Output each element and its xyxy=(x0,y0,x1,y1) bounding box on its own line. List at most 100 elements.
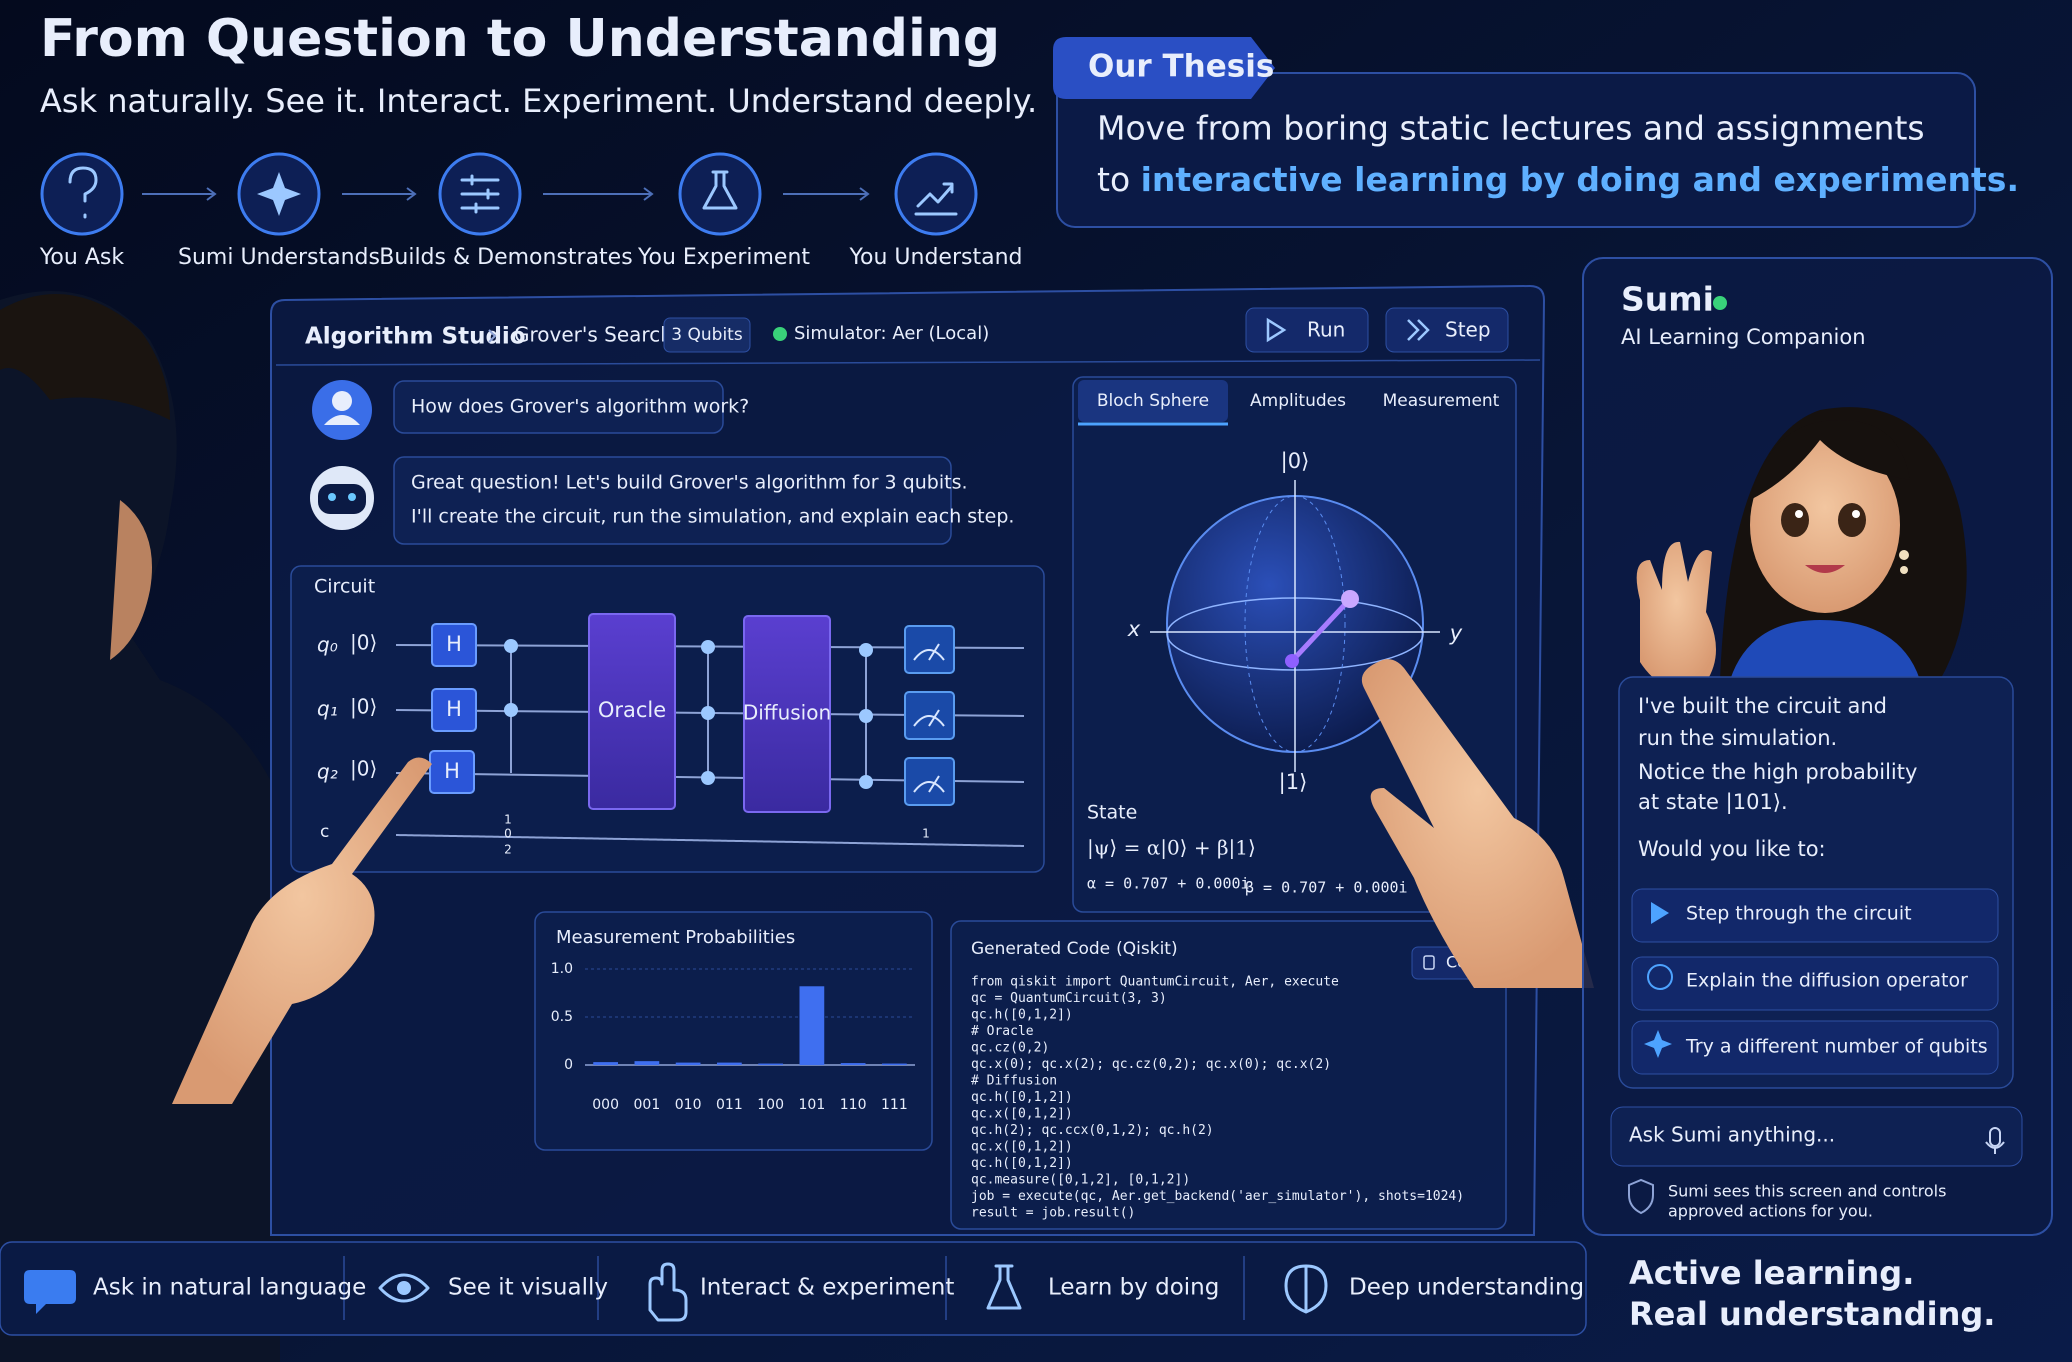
run-label[interactable]: Run xyxy=(1307,318,1345,342)
code-title-main: Generated Code xyxy=(971,939,1110,959)
option-label[interactable]: Explain the diffusion operator xyxy=(1686,970,1968,992)
code-title: Generated Code (Qiskit) xyxy=(971,939,1178,959)
qubit-state: |0⟩ xyxy=(350,631,377,655)
bloch-bottom: |1⟩ xyxy=(1279,770,1308,795)
c-mark: 1 xyxy=(922,827,930,841)
gate-label: H xyxy=(446,697,462,721)
flow-step: You Ask xyxy=(39,245,124,270)
studio-crumb: Grover's Search xyxy=(514,323,673,347)
circuit-title: Circuit xyxy=(314,576,375,598)
option-label[interactable]: Try a different number of qubits xyxy=(1685,1036,1988,1058)
thesis-line: Move from boring static lectures and ass… xyxy=(1097,109,1925,148)
x-tick-label: 011 xyxy=(716,1097,743,1113)
code-line: qc.x([0,1,2]) xyxy=(971,1140,1073,1155)
alpha: α = 0.707 + 0.000i xyxy=(1087,875,1250,893)
code-title-sub: (Qiskit) xyxy=(1116,939,1177,959)
beta: β = 0.707 + 0.000i xyxy=(1245,879,1408,897)
bar xyxy=(758,1063,783,1065)
y-tick-label: 0.5 xyxy=(551,1009,573,1025)
qubit-state: |0⟩ xyxy=(350,695,377,719)
gate-label: H xyxy=(444,759,460,783)
feature-bar: Ask in natural language See it visually … xyxy=(0,1241,1587,1336)
step-label[interactable]: Step xyxy=(1445,318,1491,342)
classical-label: c xyxy=(320,822,329,842)
sumi-message: at state |101⟩. xyxy=(1638,790,1788,815)
thesis-tag: Our Thesis xyxy=(1088,49,1274,85)
y-tick-label: 1.0 xyxy=(551,961,573,977)
chart-title: Measurement Probabilities xyxy=(556,927,795,948)
tab[interactable]: Measurement xyxy=(1383,391,1500,411)
qubit-name: q₁ xyxy=(317,697,338,721)
sumi-message: run the simulation. xyxy=(1638,726,1837,750)
x-tick-label: 100 xyxy=(757,1097,784,1113)
sumi-name: Sumi xyxy=(1621,280,1714,319)
bloch-y: y xyxy=(1449,621,1463,645)
option-label[interactable]: Step through the circuit xyxy=(1686,903,1912,925)
sumi-message: I've built the circuit and xyxy=(1638,694,1887,718)
sumi-avatar xyxy=(1636,407,1967,689)
code: from qiskit import QuantumCircuit, Aer, … xyxy=(971,975,1464,1221)
oracle-label: Oracle xyxy=(598,698,666,722)
sumi-message: Notice the high probability xyxy=(1638,760,1917,784)
x-tick-label: 000 xyxy=(592,1097,619,1113)
thesis: Our Thesis Move from boring static lectu… xyxy=(1053,37,2019,228)
x-tick-label: 110 xyxy=(840,1097,867,1113)
bar xyxy=(840,1063,866,1065)
bloch-sphere xyxy=(1150,480,1440,772)
c-mark: 2 xyxy=(504,843,512,857)
code-line: from qiskit import QuantumCircuit, Aer, … xyxy=(971,975,1339,990)
note: Sumi sees this screen and controls xyxy=(1668,1182,1946,1201)
tagline: Real understanding. xyxy=(1629,1295,1995,1333)
flow: You Ask Sumi Understands Builds & Demons… xyxy=(39,152,1023,270)
chart: 0 0.5 1.0 000 001 010 011 100 101 110 111 xyxy=(551,961,915,1113)
diffusion-label: Diffusion xyxy=(743,701,831,725)
online-dot xyxy=(1713,296,1727,310)
thesis-highlight: interactive learning by doing and experi… xyxy=(1141,160,2019,199)
bar xyxy=(634,1061,660,1065)
x-tick-label: 001 xyxy=(634,1097,661,1113)
option[interactable] xyxy=(1631,888,1999,943)
bot-message: Great question! Let's build Grover's alg… xyxy=(411,472,968,494)
qubit-name: q₂ xyxy=(317,760,338,784)
thesis-prefix: to xyxy=(1097,160,1141,199)
code-line: # Diffusion xyxy=(971,1074,1057,1089)
tab[interactable]: Amplitudes xyxy=(1250,391,1346,411)
y-tick-label: 0 xyxy=(564,1057,573,1073)
code-line: qc.x([0,1,2]) xyxy=(971,1107,1073,1122)
code-line: qc.x(0); qc.x(2); qc.cz(0,2); qc.x(0); q… xyxy=(971,1057,1331,1072)
code-line: qc.h([0,1,2]) xyxy=(971,1156,1073,1171)
code-line: result = job.result() xyxy=(971,1206,1135,1221)
studio-title: Algorithm Studio xyxy=(305,324,526,350)
chart-panel xyxy=(534,911,933,1151)
code-line: qc.h([0,1,2]) xyxy=(971,1090,1073,1105)
sumi: Sumi AI Learning Companion I've built th… xyxy=(1582,257,2053,1236)
simulator-label: Simulator: Aer (Local) xyxy=(794,323,989,344)
hand xyxy=(172,659,1594,1104)
subtitle: Ask naturally. See it. Interact. Experim… xyxy=(40,82,1037,120)
code-line: qc.h(2); qc.ccx(0,1,2); qc.h(2) xyxy=(971,1123,1214,1138)
tab[interactable]: Bloch Sphere xyxy=(1097,391,1209,411)
code-line: qc.measure([0,1,2], [0,1,2]) xyxy=(971,1173,1190,1188)
sumi-role: AI Learning Companion xyxy=(1621,325,1866,349)
tagline: Active learning. xyxy=(1629,1254,1914,1292)
code-panel xyxy=(950,920,1507,1230)
option[interactable] xyxy=(1631,956,1999,1011)
input-placeholder[interactable]: Ask Sumi anything... xyxy=(1629,1123,1835,1147)
flow-step: You Understand xyxy=(849,245,1023,270)
feature: Deep understanding xyxy=(1349,1275,1584,1301)
bloch-x: x xyxy=(1127,617,1141,641)
sumi-prompt: Would you like to: xyxy=(1638,837,1826,861)
feature: Learn by doing xyxy=(1048,1275,1219,1301)
step-button[interactable] xyxy=(1385,307,1509,353)
run-button[interactable] xyxy=(1245,307,1369,353)
flow-step: Builds & Demonstrates xyxy=(379,245,632,270)
option[interactable] xyxy=(1631,1020,1999,1075)
bar xyxy=(799,986,825,1065)
code-line: # Oracle xyxy=(971,1024,1034,1039)
thesis-line: to interactive learning by doing and exp… xyxy=(1097,160,2019,199)
user-message: How does Grover's algorithm work? xyxy=(411,396,749,418)
state-title: State xyxy=(1087,802,1137,824)
input[interactable] xyxy=(1610,1106,2023,1167)
c-mark: 0 xyxy=(504,827,512,841)
